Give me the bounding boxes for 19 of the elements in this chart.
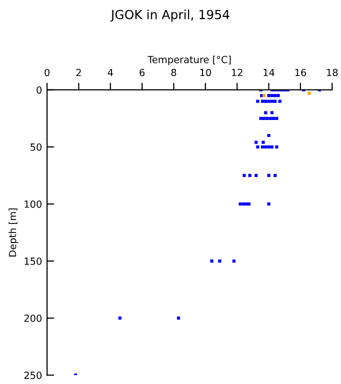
x-tick-label: 0 bbox=[44, 68, 50, 76]
x-tick-label: 18 bbox=[327, 68, 338, 76]
x-tick-label: 4 bbox=[108, 68, 113, 76]
x-tick-label: 6 bbox=[140, 68, 145, 76]
x-tick-label: 10 bbox=[200, 68, 211, 76]
y-axis-title: Depth [m] bbox=[8, 208, 18, 256]
x-axis-title: Temperature [°C] bbox=[148, 56, 231, 66]
y-tick-label: 0 bbox=[36, 86, 42, 94]
y-tick-label: 50 bbox=[30, 143, 42, 151]
x-tick-label: 14 bbox=[264, 68, 274, 76]
x-tick-label: 12 bbox=[232, 68, 242, 76]
x-tick-label: 2 bbox=[76, 68, 81, 76]
y-tick-label: 150 bbox=[24, 258, 42, 265]
y-tick-label: 200 bbox=[24, 314, 42, 322]
y-tick-label: 100 bbox=[24, 200, 42, 208]
y-tick-label: 250 bbox=[24, 372, 42, 379]
x-tick-label: 16 bbox=[295, 68, 306, 76]
chart-title: JGOK in April, 1954 bbox=[110, 10, 230, 22]
x-tick-label: 8 bbox=[171, 68, 176, 76]
